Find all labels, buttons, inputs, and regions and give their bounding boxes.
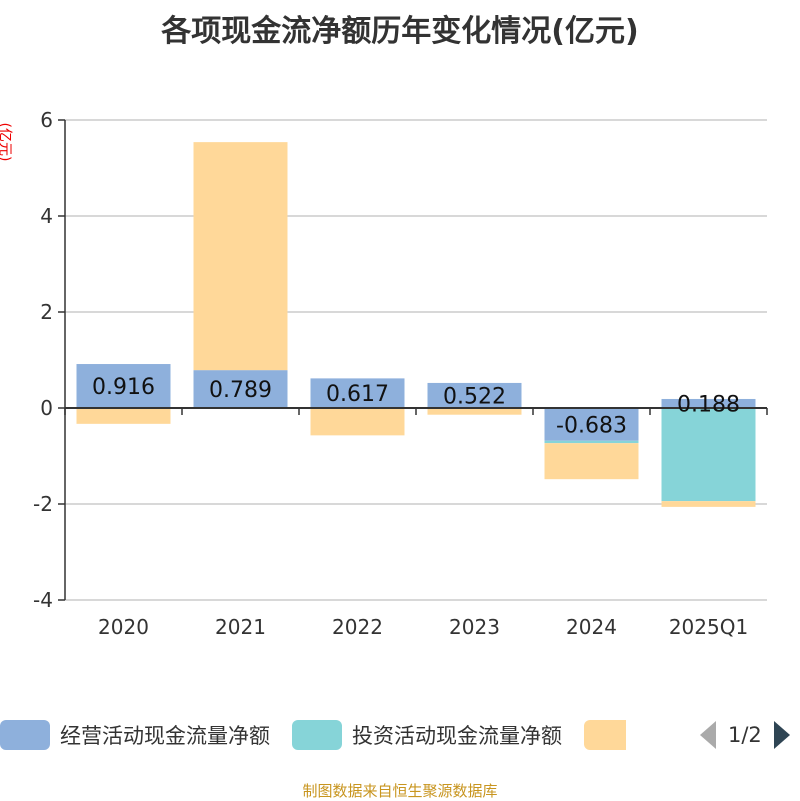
x-tick-label: 2022: [332, 615, 383, 639]
bar-2-2020: [76, 408, 171, 424]
data-label: 0.617: [326, 382, 389, 407]
data-source: 制图数据来自恒生聚源数据库: [302, 782, 498, 800]
data-label: -0.683: [556, 413, 627, 438]
bar-1-2025Q1: [661, 408, 756, 502]
bar-0-2021: [193, 370, 288, 408]
legend-item-investing[interactable]: 投资活动现金流量净额: [292, 720, 562, 750]
bar-2-2022: [310, 408, 405, 436]
bar-0-2023: [427, 382, 522, 408]
bar-0-2024: [544, 408, 639, 441]
legend-swatch: [292, 720, 342, 750]
bar-2-2021: [193, 142, 288, 371]
y-tick-label: -2: [33, 492, 53, 516]
bar-0-2025Q1: [661, 398, 756, 408]
data-label: 0.789: [209, 378, 272, 403]
bar-2-2023: [427, 408, 522, 415]
data-label: 0.916: [92, 375, 155, 400]
chart-plot: -4 -2 0 2 4 6 2020 2021 2022 2023 2024 2025Q1 0.916 0…: [33, 108, 768, 639]
legend-label: 经营活动现金流量净额: [60, 724, 270, 748]
x-tick-label: 2025Q1: [669, 615, 748, 639]
legend-swatch: [584, 720, 626, 750]
legend-item-financing[interactable]: [584, 720, 636, 750]
x-tick-label: 2023: [449, 615, 500, 639]
y-tick-label: 6: [40, 108, 53, 132]
y-tick-label: 0: [40, 396, 53, 420]
x-tick-label: 2020: [98, 615, 149, 639]
x-tick-label: 2024: [566, 615, 617, 639]
data-label: 0.188: [677, 392, 740, 417]
legend-pager: 1/2: [700, 718, 790, 752]
prev-page-icon[interactable]: [700, 721, 716, 749]
y-tick-label: -4: [33, 588, 53, 612]
y-tick-label: 4: [40, 204, 53, 228]
next-page-icon[interactable]: [773, 721, 790, 749]
legend-swatch: [0, 720, 50, 750]
legend-label: 投资活动现金流量净额: [352, 724, 562, 748]
legend: 经营活动现金流量净额 投资活动现金流量净额: [0, 718, 658, 752]
bar-2-2024: [544, 443, 639, 480]
y-tick-label: 2: [40, 300, 53, 324]
x-tick-label: 2021: [215, 615, 266, 639]
legend-page-indicator: 1/2: [728, 723, 762, 747]
bar-1-2024: [544, 440, 639, 444]
legend-item-operating[interactable]: 经营活动现金流量净额: [0, 720, 270, 750]
bar-0-2022: [310, 378, 405, 408]
bar-2-2025Q1: [661, 501, 756, 507]
bar-0-2020: [76, 364, 171, 408]
chart-title: 各项现金流净额历年变化情况(亿元): [161, 14, 639, 49]
data-label: 0.522: [443, 384, 506, 409]
